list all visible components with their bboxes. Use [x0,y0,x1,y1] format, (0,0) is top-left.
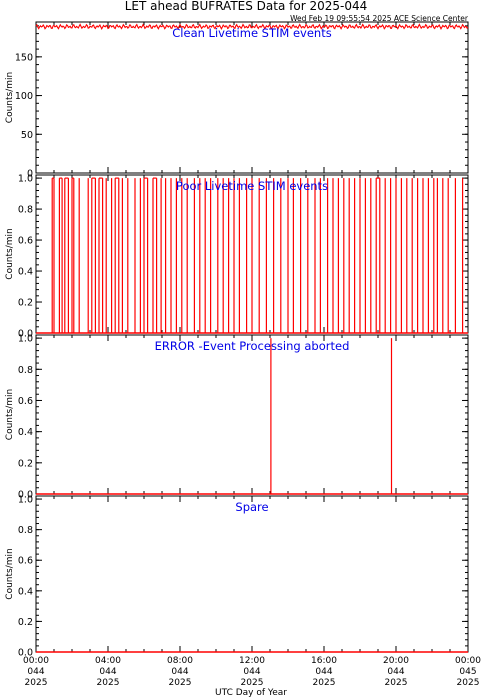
x-axis-label: UTC Day of Year [215,688,287,698]
panel-title: Clean Livetime STIM events [172,26,331,40]
panel-title: ERROR -Event Processing aborted [155,339,350,353]
y-tick-label: 0.4 [18,586,33,597]
x-tick-label: 04:00 [95,656,121,666]
y-tick-label: 0.6 [18,396,33,407]
y-tick-label: 0.8 [18,365,33,376]
y-tick-label: 0.2 [18,617,33,628]
x-tick-label: 2025 [241,678,264,688]
panel-title: Poor Livetime STIM events [176,179,328,193]
y-tick-label: 1.0 [18,334,33,345]
panel-title: Spare [235,500,268,514]
y-tick-label: 0 [27,169,33,180]
y-tick-label: 0.4 [18,427,33,438]
x-tick-label: 2025 [313,678,336,688]
x-tick-label: 2025 [25,678,48,688]
x-tick-label: 044 [387,667,404,677]
y-tick-label: 0.0 [18,329,33,340]
x-tick-label: 044 [171,667,188,677]
x-tick-label: 045 [459,667,476,677]
y-axis-label: Counts/min [5,548,15,599]
x-tick-label: 2025 [97,678,120,688]
chart-timestamp: Wed Feb 19 09:55:54 2025 ACE Science Cen… [290,14,469,23]
y-tick-label: 0.6 [18,236,33,247]
x-tick-label: 044 [315,667,332,677]
y-tick-label: 1.0 [18,174,33,185]
x-tick-label: 2025 [169,678,192,688]
panel-3: 0.0 0.2 0.4 0.6 0.8 1.0 Counts/min ERROR -Event… [5,334,469,501]
x-tick-label: 16:00 [311,656,337,666]
x-tick-label: 044 [27,667,44,677]
y-tick-label: 0.8 [18,525,33,536]
y-tick-label: 0.2 [18,298,33,309]
x-tick-label: 00:00 [455,656,481,666]
panel-4: 0.0 0.2 0.4 0.6 0.8 1.0 Counts/min Spare [5,495,469,659]
y-tick-label: 100 [15,91,33,102]
x-tick-label: 12:00 [239,656,265,666]
y-tick-label: 150 [15,52,33,63]
y-axis-label: Counts/min [5,72,15,123]
y-tick-label: 1.0 [18,495,33,506]
y-tick-label: 0.0 [18,648,33,659]
y-tick-label: 0.4 [18,267,33,278]
y-tick-label: 50 [21,130,33,141]
chart-title: LET ahead BUFRATES Data for 2025-044 [125,0,367,13]
y-axis-label: Counts/min [5,228,15,279]
x-tick-label: 044 [99,667,116,677]
panel-frame [35,334,469,495]
series-line [35,23,469,31]
x-tick-label: 00:00 [23,656,49,666]
x-axis-ticks: 00:00044202504:00044202508:00044202512:0… [23,656,481,688]
x-tick-label: 20:00 [383,656,409,666]
y-tick-label: 0.0 [18,490,33,501]
x-tick-label: 2025 [457,678,480,688]
x-tick-label: 2025 [385,678,408,688]
y-tick-label: 0.8 [18,205,33,216]
y-tick-label: 0.2 [18,458,33,469]
x-tick-label: 044 [243,667,260,677]
y-axis-label: Counts/min [5,389,15,440]
panel-frame [35,495,469,653]
y-tick-label: 0.6 [18,556,33,567]
panel-frame [35,21,469,174]
panel-2: 0.0 0.2 0.4 0.6 0.8 1.0 Counts/min Poor Livetim… [5,174,469,340]
x-tick-label: 08:00 [167,656,193,666]
